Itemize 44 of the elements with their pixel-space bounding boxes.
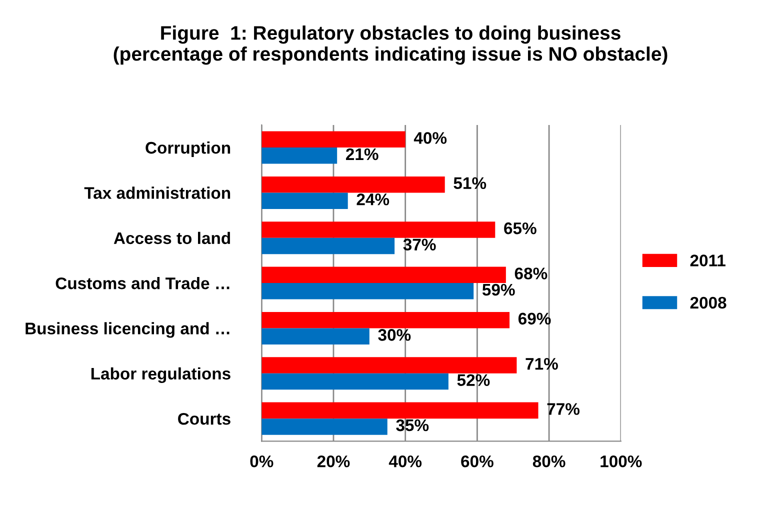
data-label: 40% [414,132,447,144]
legend-label: 2008 [690,296,726,309]
x-tick-label: 60% [461,455,494,468]
bar [262,418,388,435]
bar [262,148,338,164]
y-tick-label: Business licencing and … [26,322,230,338]
bar [262,176,445,193]
bar [262,222,496,238]
x-tick-label: 100% [600,455,642,468]
data-label: 77% [547,403,580,415]
bar [262,238,395,254]
bar [262,402,538,419]
y-tick-label: Tax administration [84,186,230,199]
bar [262,328,370,344]
data-label: 21% [346,148,378,160]
data-label: 30% [378,329,411,341]
y-tick-label: Labor regulations [91,367,230,383]
x-tick-label: 40% [388,455,422,468]
bar [262,131,406,148]
bar [262,312,510,328]
data-label: 37% [403,238,436,251]
data-label: 35% [396,419,429,432]
data-label: 51% [454,177,486,190]
bar [262,357,517,374]
data-label: 59% [482,284,515,296]
data-label: 69% [518,312,551,325]
bar [262,192,348,209]
x-tick-label: 0% [250,455,274,468]
legend-label: 2011 [690,254,726,266]
y-tick-label: Access to land [114,232,230,244]
y-tick-label: Corruption [146,141,230,158]
y-tick-label: Courts [178,412,230,425]
bar [262,283,474,300]
chart-title: Figure 1: Regulatory obstacles to doing business (percentage of respondents indicating issue is NO obstacle) [114,26,668,65]
y-tick-label: Customs and Trade … [56,277,230,290]
bar [262,266,506,284]
data-label: 71% [526,358,558,370]
x-tick-label: 80% [532,455,566,468]
x-tick-label: 20% [317,455,350,468]
data-label: 68% [514,268,548,280]
data-label: 65% [504,222,536,234]
bar [262,373,448,390]
data-label: 52% [457,374,490,386]
data-label: 24% [356,194,390,206]
